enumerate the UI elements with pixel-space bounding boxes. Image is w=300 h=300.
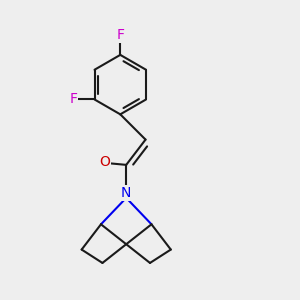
Text: O: O [99, 155, 110, 170]
Text: F: F [116, 28, 124, 42]
Text: N: N [121, 186, 131, 200]
Text: F: F [69, 92, 77, 106]
